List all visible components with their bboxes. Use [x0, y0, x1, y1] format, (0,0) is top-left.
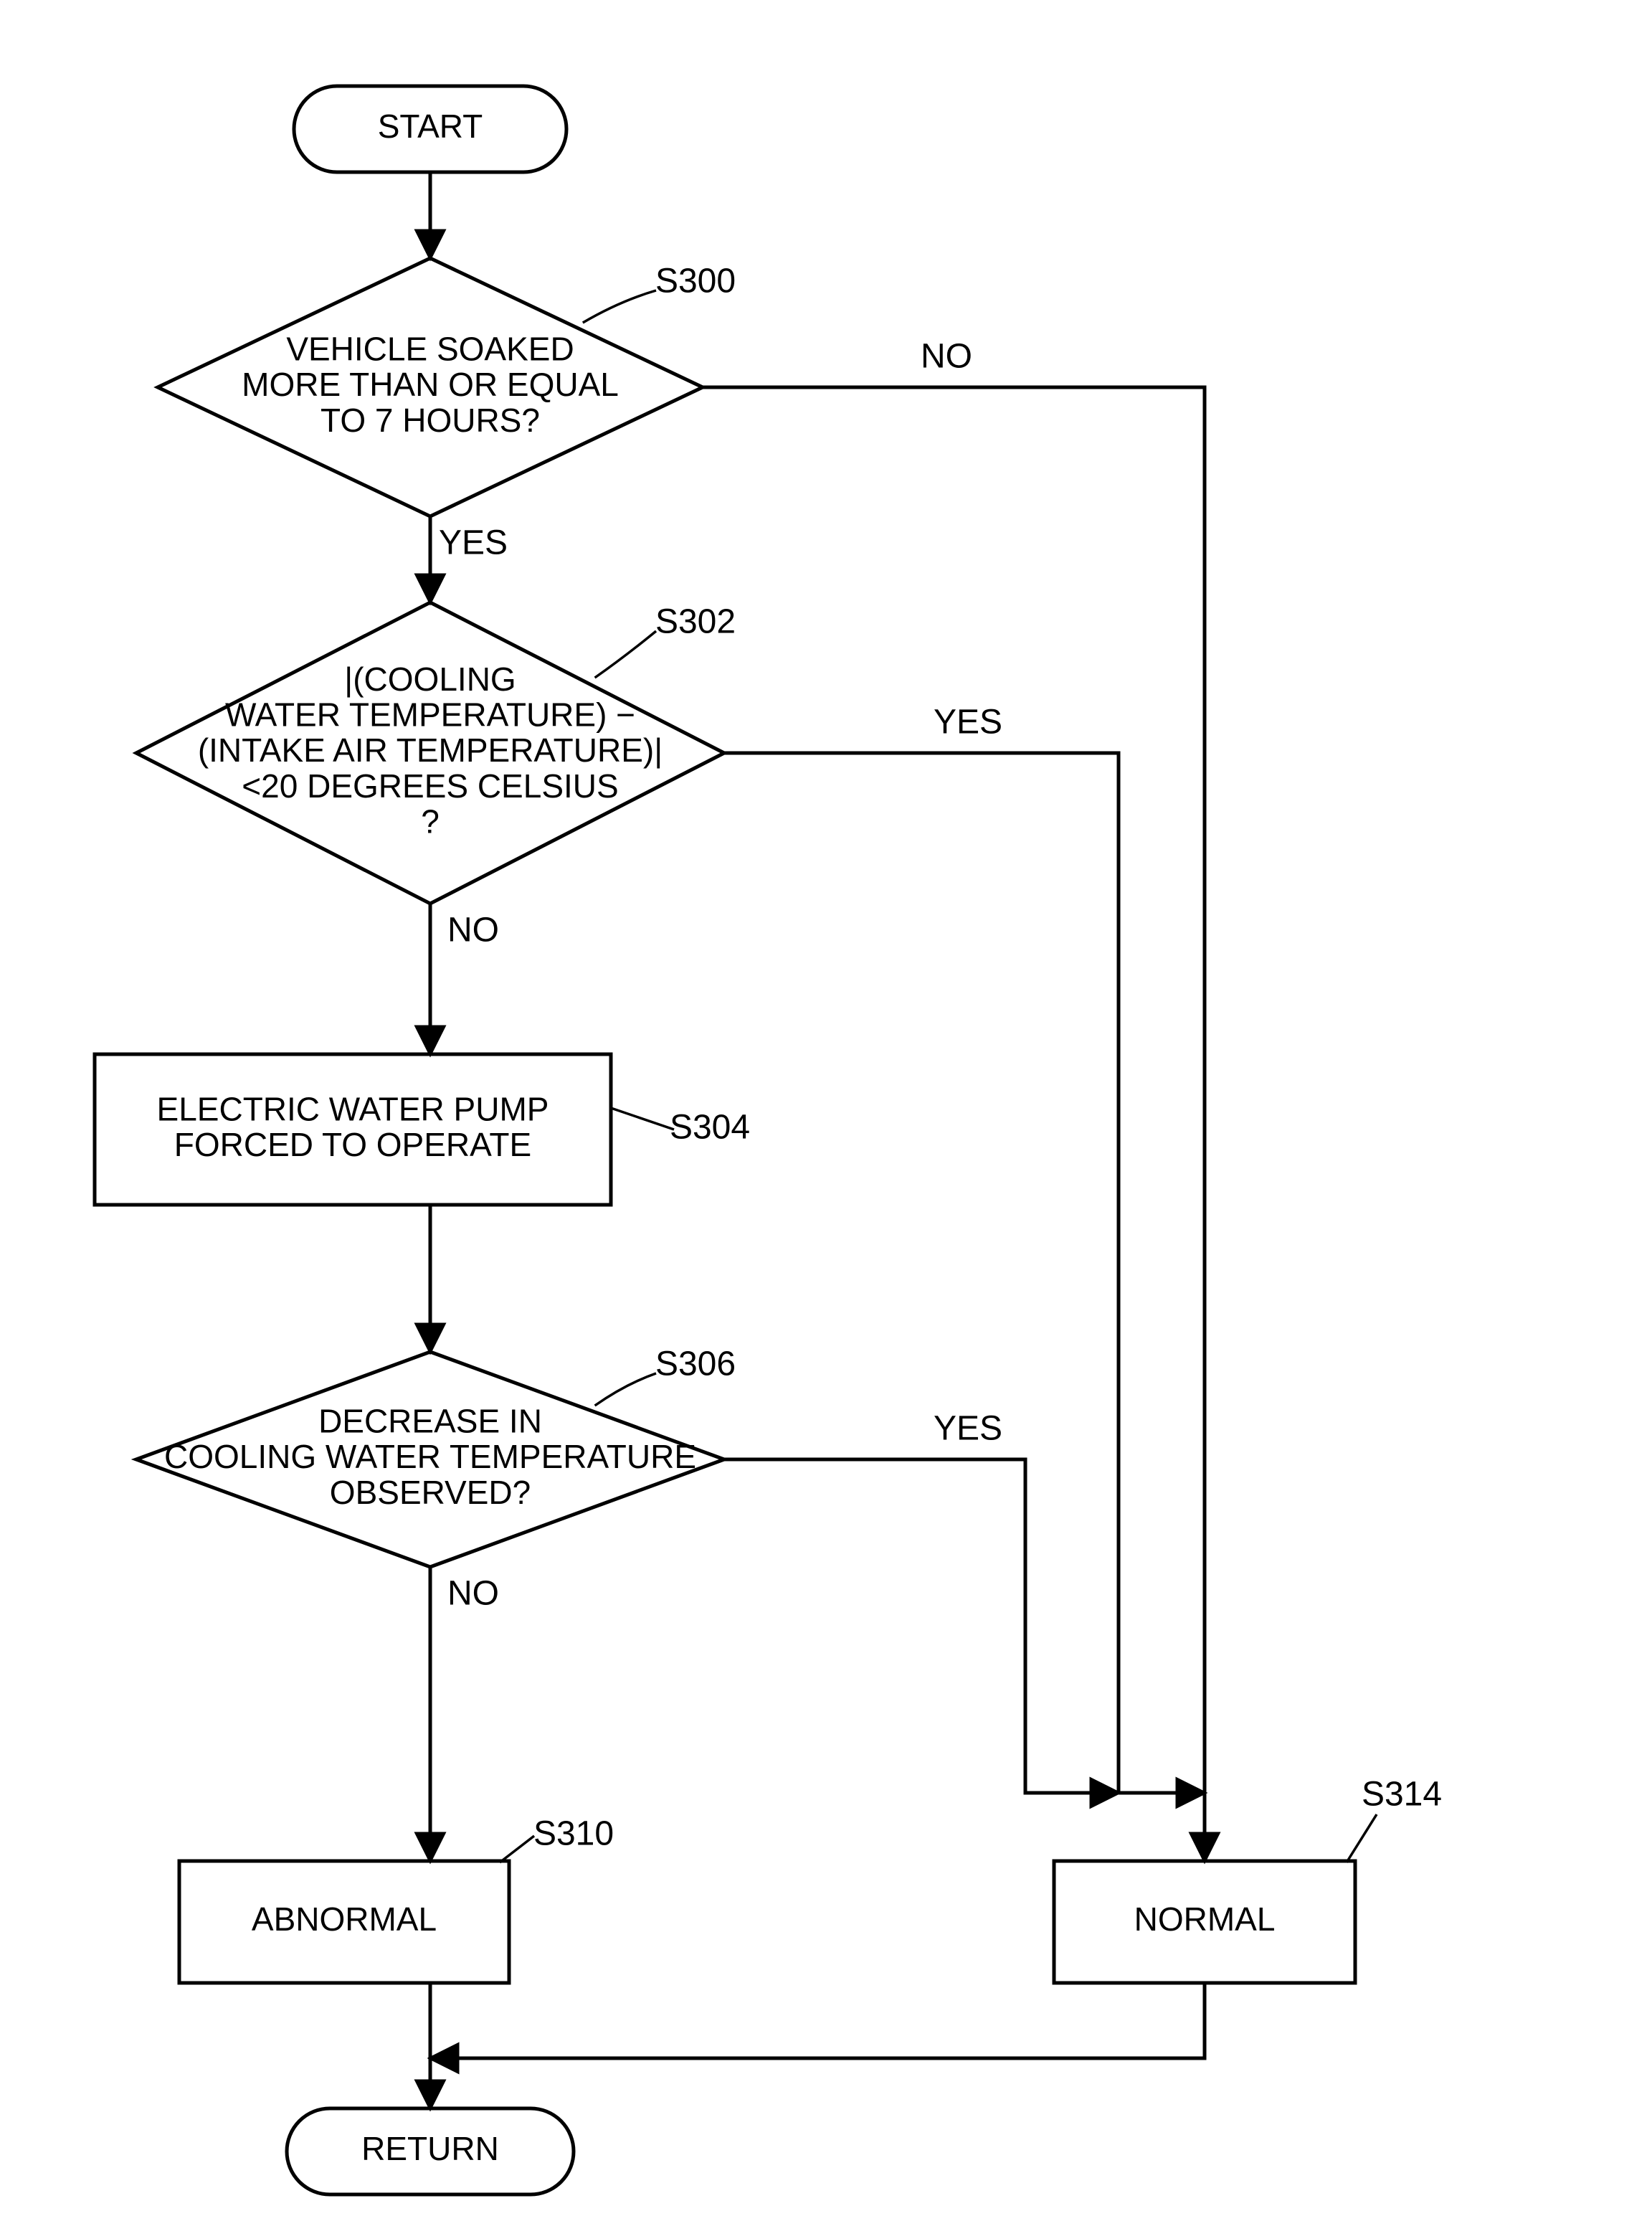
node-text: TO 7 HOURS?: [321, 402, 540, 439]
step-leader: [611, 1108, 674, 1130]
edge: [724, 753, 1205, 1793]
step-label: S310: [533, 1815, 614, 1853]
edge-label: YES: [934, 1410, 1002, 1448]
node-text: NORMAL: [1134, 1900, 1276, 1938]
step-label: S314: [1362, 1776, 1442, 1814]
node-text: VEHICLE SOAKED: [286, 330, 574, 367]
step-leader: [595, 1373, 656, 1406]
node-text: RETURN: [361, 2130, 499, 2167]
node-text: START: [378, 108, 483, 145]
node-text: DECREASE IN: [318, 1402, 542, 1439]
node-text: <20 DEGREES CELSIUS: [242, 767, 618, 805]
node-text: |(COOLING: [344, 660, 516, 698]
node-text: COOLING WATER TEMPERATURE: [164, 1438, 696, 1475]
step-leader: [595, 631, 656, 678]
edge-label: NO: [447, 1575, 499, 1613]
node-text: (INTAKE AIR TEMPERATURE)|: [198, 731, 663, 769]
edge-label: YES: [934, 704, 1002, 742]
edge-label: NO: [921, 338, 972, 376]
node-text: ?: [421, 803, 440, 840]
edge: [430, 1983, 1205, 2058]
step-label: S304: [670, 1109, 750, 1147]
node-text: WATER TEMPERATURE) −: [225, 696, 635, 733]
step-label: S300: [655, 262, 736, 300]
step-leader: [500, 1836, 534, 1862]
step-leader: [1347, 1814, 1377, 1862]
edge: [703, 387, 1205, 1861]
step-label: S302: [655, 603, 736, 641]
node-text: MORE THAN OR EQUAL: [242, 366, 619, 403]
node-text: OBSERVED?: [330, 1474, 531, 1511]
edge-label: NO: [447, 911, 499, 950]
node-text: FORCED TO OPERATE: [174, 1126, 531, 1163]
node-text: ABNORMAL: [252, 1900, 437, 1938]
step-label: S306: [655, 1345, 736, 1383]
edge-label: YES: [439, 524, 508, 562]
edge: [724, 1459, 1119, 1793]
node-text: ELECTRIC WATER PUMP: [157, 1090, 549, 1127]
step-leader: [583, 290, 656, 323]
